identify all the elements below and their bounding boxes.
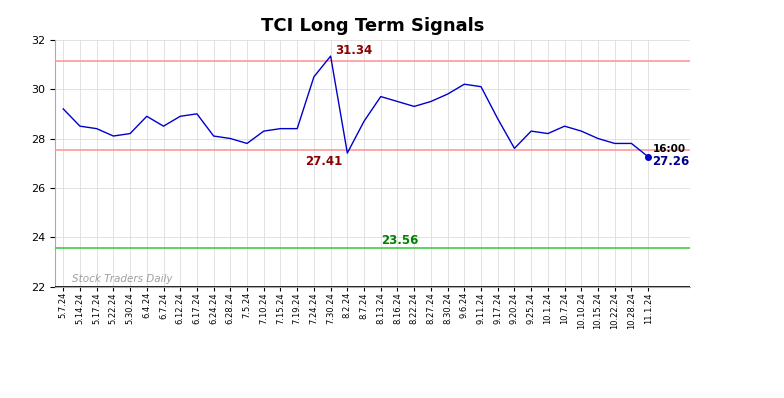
Text: 27.26: 27.26 <box>652 155 690 168</box>
Text: 23.56: 23.56 <box>381 234 418 247</box>
Text: Stock Traders Daily: Stock Traders Daily <box>71 273 172 284</box>
Text: 31.34: 31.34 <box>336 44 373 57</box>
Title: TCI Long Term Signals: TCI Long Term Signals <box>261 18 484 35</box>
Text: 27.41: 27.41 <box>306 155 343 168</box>
Text: 16:00: 16:00 <box>652 144 685 154</box>
